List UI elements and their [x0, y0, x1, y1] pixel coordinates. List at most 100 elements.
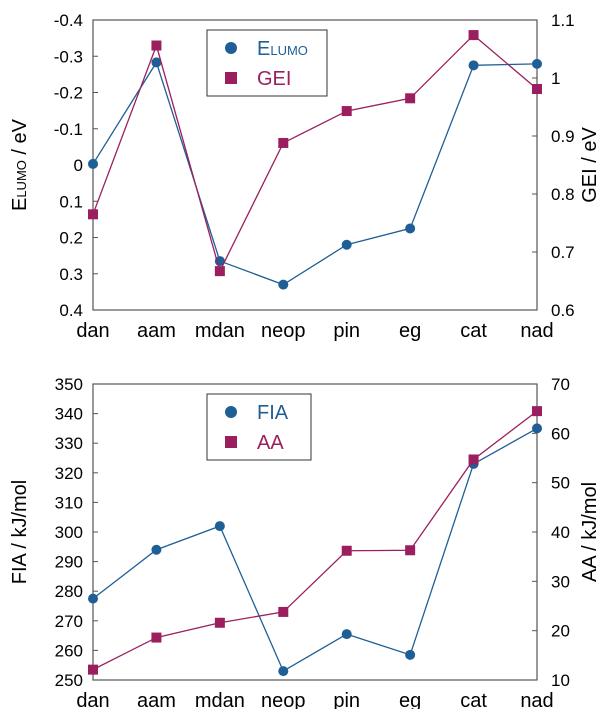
legend-label-main: FIA — [257, 402, 289, 424]
data-point — [532, 423, 542, 434]
x-tick-label: nad — [520, 320, 553, 342]
left-tick-label: 310 — [55, 493, 83, 512]
data-point — [532, 84, 542, 95]
legend-label-main: GEI — [257, 68, 291, 90]
right-tick-label: 0.8 — [551, 185, 575, 204]
right-tick-label: 40 — [551, 523, 570, 542]
left-tick-label: 330 — [55, 434, 83, 453]
legend-label: GEI — [257, 68, 291, 90]
legend: FIA AA — [206, 393, 312, 461]
right-tick-label: 1 — [551, 69, 560, 88]
legend-marker-square — [225, 436, 237, 448]
left-tick-label: 0.1 — [59, 192, 83, 211]
left-tick-label: 290 — [55, 553, 83, 572]
data-point — [405, 223, 416, 234]
data-point — [468, 454, 479, 465]
x-tick-label: cat — [460, 690, 487, 709]
legend-label: ELUMO — [257, 38, 308, 60]
series-line — [92, 427, 538, 673]
series-line — [92, 410, 538, 671]
y-axis-label-left: FIA / kJ/mol — [9, 480, 31, 584]
left-tick-label: 300 — [55, 523, 83, 542]
left-tick-label: -0.1 — [54, 120, 83, 139]
left-tick-label: -0.2 — [54, 84, 83, 103]
x-tick-label: aam — [137, 690, 176, 709]
right-tick-label: 10 — [551, 671, 570, 690]
legend-label: FIA — [257, 402, 289, 424]
x-tick-label: neop — [261, 690, 306, 709]
left-tick-label: 280 — [55, 582, 83, 601]
right-tick-label: 60 — [551, 424, 570, 443]
data-point — [151, 57, 162, 68]
y-axis-label-left: ELUMO / eV — [9, 118, 31, 211]
data-point — [278, 666, 289, 677]
data-point — [468, 30, 479, 41]
chart-1: -0.4 -0.3 -0.2 -0.1 0 0.1 0.2 0.3 0.4 0.6 0.7 0.8 0.… — [9, 11, 601, 342]
left-tick-label: 0 — [74, 156, 83, 175]
y-axis-label-sub: LUMO — [14, 160, 29, 198]
legend-marker-circle — [225, 42, 237, 54]
data-point — [405, 649, 416, 660]
right-tick-label: 20 — [551, 622, 570, 641]
y-axis-label-tail: / eV — [9, 118, 31, 160]
x-tick-label: eg — [399, 320, 421, 342]
left-tick-label: 260 — [55, 641, 83, 660]
x-tick-label: mdan — [195, 320, 245, 342]
x-tick-label: nad — [520, 690, 553, 709]
left-tick-label: 340 — [55, 405, 83, 424]
legend-label-main: AA — [257, 432, 284, 454]
right-tick-label: 1.1 — [551, 11, 575, 30]
data-point — [341, 239, 352, 250]
series-line — [92, 34, 538, 273]
data-point — [341, 629, 352, 640]
data-point — [214, 521, 225, 532]
legend-label-main: E — [257, 38, 270, 60]
x-tick-label: eg — [399, 690, 421, 709]
x-tick-label: dan — [76, 690, 109, 709]
data-point — [88, 209, 98, 220]
legend-label-sub: LUMO — [270, 43, 308, 58]
series-line — [92, 60, 538, 286]
legend-box — [206, 29, 328, 97]
x-tick-label: aam — [137, 320, 176, 342]
left-tick-label: 0.4 — [59, 301, 83, 320]
data-point — [214, 266, 225, 277]
right-tick-label: 50 — [551, 474, 570, 493]
x-tick-label: pin — [333, 690, 360, 709]
x-tick-label: neop — [261, 320, 306, 342]
legend: ELUMO GEI — [206, 29, 328, 97]
legend-box — [206, 393, 312, 461]
y-axis-label-right: AA / kJ/mol — [579, 482, 601, 582]
left-tick-label: 0.2 — [59, 229, 83, 248]
legend-marker-circle — [225, 406, 237, 418]
data-point — [88, 158, 98, 169]
right-tick-label: 0.7 — [551, 243, 575, 262]
data-point — [278, 606, 289, 617]
data-point — [88, 593, 98, 604]
right-tick-label: 0.9 — [551, 127, 575, 146]
legend-marker-square — [225, 72, 237, 84]
data-point — [341, 106, 352, 117]
y-axis-label-main: E — [9, 198, 31, 211]
x-tick-label: mdan — [195, 690, 245, 709]
data-point — [468, 60, 479, 71]
data-point — [151, 544, 162, 555]
left-tick-label: 350 — [55, 375, 83, 394]
x-tick-label: dan — [76, 320, 109, 342]
data-point — [405, 93, 416, 104]
left-tick-label: 320 — [55, 464, 83, 483]
data-point — [405, 545, 416, 556]
data-point — [151, 40, 162, 51]
data-point — [214, 617, 225, 628]
data-point — [88, 664, 98, 675]
data-point — [278, 137, 289, 148]
x-tick-label: cat — [460, 320, 487, 342]
data-point — [532, 58, 542, 69]
data-point — [532, 406, 542, 417]
y-axis-label-right: GEI / eV — [579, 127, 601, 203]
left-tick-label: 0.3 — [59, 265, 83, 284]
right-tick-label: 30 — [551, 572, 570, 591]
legend-label: AA — [257, 432, 284, 454]
chart-2: 250 260 270 280 290 300 310 320 330 340 350 10 20 30 4… — [9, 375, 601, 709]
